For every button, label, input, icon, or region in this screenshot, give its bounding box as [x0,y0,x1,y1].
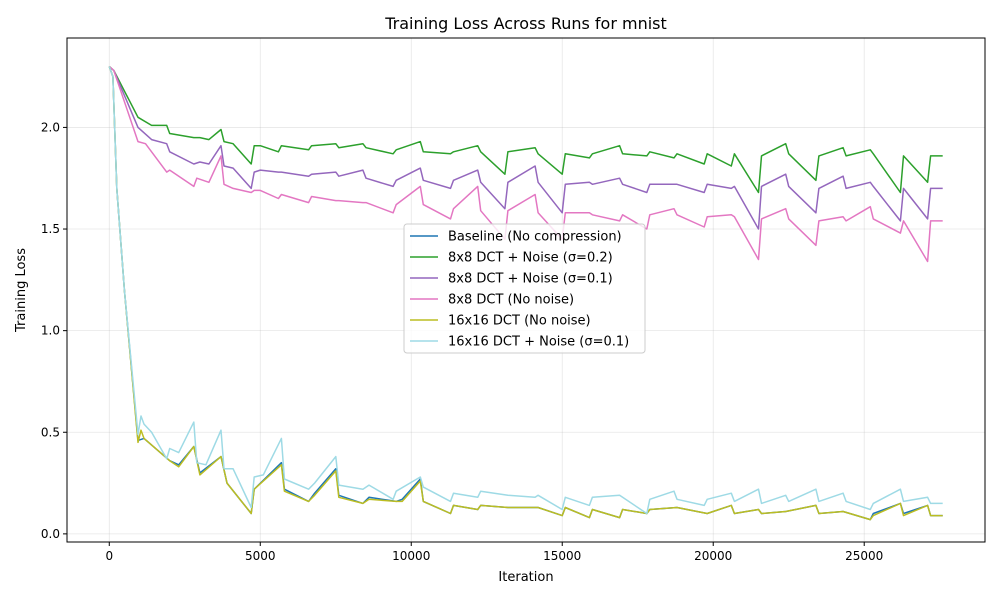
y-axis-ticks: 0.0 0.5 1.0 1.5 2.0 [41,120,67,541]
series-line-2 [108,65,943,194]
y-tick-label: 0.5 [41,425,60,439]
legend: Baseline (No compression) 8x8 DCT + Noise… [403,223,646,354]
series-lines [108,65,943,521]
series-line-3 [108,65,943,230]
series-line-6 [108,66,943,515]
legend-entry: 16x16 DCT (No noise) [448,314,591,329]
legend-entry: 16x16 DCT + Noise (σ=0.1) [448,335,629,350]
legend-entry: 8x8 DCT (No noise) [448,293,574,308]
x-tick-label: 5000 [245,549,276,563]
chart-title: Training Loss Across Runs for mnist [384,14,667,33]
y-axis-label: Training Loss [14,248,29,333]
x-axis-ticks: 0 5000 10000 15000 20000 25000 [105,542,883,563]
y-tick-label: 2.0 [41,120,60,134]
x-tick-label: 15000 [543,549,581,563]
x-tick-label: 25000 [845,549,883,563]
x-tick-label: 20000 [694,549,732,563]
legend-entry: Baseline (No compression) [448,230,622,245]
legend-entry: 8x8 DCT + Noise (σ=0.1) [448,272,613,287]
legend-box [403,223,646,354]
x-tick-label: 10000 [392,549,430,563]
y-tick-label: 1.0 [41,324,60,338]
legend-entry: 8x8 DCT + Noise (σ=0.2) [448,251,613,266]
plot-frame [66,37,986,543]
y-tick-label: 0.0 [41,527,60,541]
y-tick-label: 1.5 [41,222,60,236]
x-tick-label: 0 [105,549,113,563]
x-axis-label: Iteration [498,570,553,585]
